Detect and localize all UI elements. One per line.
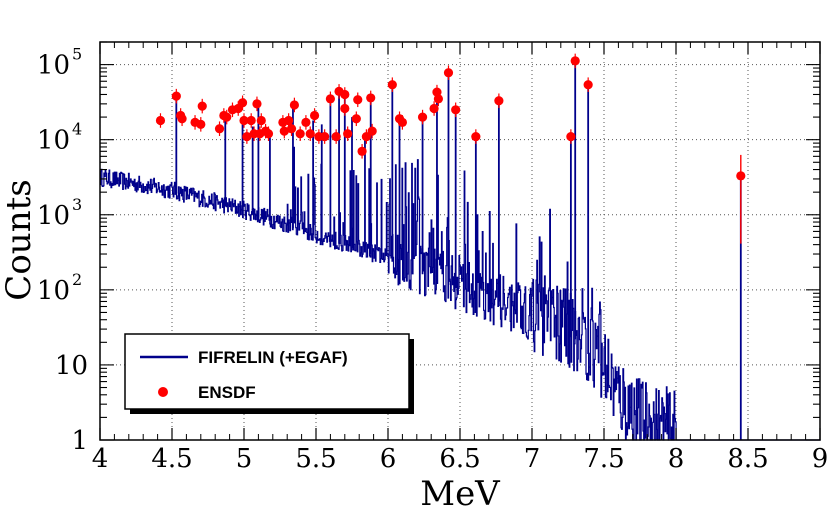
legend-ensdf-marker bbox=[158, 387, 168, 397]
ensdf-point bbox=[570, 56, 580, 66]
grid bbox=[100, 42, 820, 440]
ensdf-point bbox=[289, 100, 299, 110]
y-tick-label: 10 bbox=[37, 126, 70, 156]
ensdf-point bbox=[295, 129, 305, 139]
x-axis-title: MeV bbox=[420, 474, 501, 514]
ensdf-point bbox=[325, 94, 335, 104]
fifrelin-histogram bbox=[100, 60, 821, 441]
x-tick-label: 4 bbox=[92, 444, 109, 474]
x-tick-label: 7.5 bbox=[583, 444, 624, 474]
ensdf-point bbox=[736, 171, 746, 181]
ensdf-point bbox=[279, 126, 289, 136]
ensdf-point bbox=[171, 91, 181, 101]
ensdf-point bbox=[343, 129, 353, 139]
y-tick-label: 10 bbox=[37, 276, 70, 306]
ensdf-point bbox=[222, 112, 232, 122]
x-tick-label: 8.5 bbox=[727, 444, 768, 474]
ensdf-point bbox=[237, 98, 248, 108]
ensdf-point bbox=[309, 110, 320, 121]
legend-fifrelin-label: FIFRELIN (+EGAF) bbox=[198, 348, 348, 367]
ensdf-point bbox=[263, 129, 274, 139]
legend-ensdf-label: ENSDF bbox=[198, 383, 256, 402]
ensdf-point bbox=[366, 93, 376, 103]
y-tick-exponent: 3 bbox=[72, 195, 82, 214]
ensdf-point bbox=[387, 80, 397, 90]
y-tick-exponent: 5 bbox=[72, 45, 82, 64]
ensdf-point bbox=[305, 129, 315, 139]
ensdf-point bbox=[443, 68, 454, 78]
ensdf-point bbox=[246, 115, 256, 126]
y-tick-label: 1 bbox=[71, 426, 88, 456]
ensdf-point bbox=[301, 117, 311, 127]
ensdf-point bbox=[320, 131, 330, 142]
x-tick-label: 6 bbox=[380, 444, 397, 474]
ensdf-point bbox=[242, 131, 252, 142]
ensdf-point bbox=[286, 124, 297, 134]
x-tick-label: 6.5 bbox=[439, 444, 480, 474]
ensdf-point bbox=[494, 96, 504, 106]
axis-ticks bbox=[99, 41, 821, 441]
ensdf-point bbox=[583, 80, 593, 90]
ensdf-point bbox=[340, 89, 350, 100]
y-axis-title: Counts bbox=[0, 179, 39, 300]
y-tick-label: 10 bbox=[55, 351, 88, 381]
ensdf-point bbox=[353, 95, 363, 105]
ensdf-point bbox=[239, 115, 249, 126]
x-tick-label: 7 bbox=[524, 444, 541, 474]
ensdf-point bbox=[357, 146, 367, 156]
ensdf-point bbox=[367, 126, 377, 136]
ensdf-point bbox=[214, 124, 225, 134]
y-tick-label: 10 bbox=[37, 51, 70, 81]
x-tick-label: 8 bbox=[668, 444, 685, 474]
ensdf-point bbox=[433, 94, 443, 104]
legend: FIFRELIN (+EGAF) ENSDF bbox=[124, 333, 414, 414]
x-tick-label: 9 bbox=[812, 444, 829, 474]
y-tick-exponent: 4 bbox=[72, 120, 82, 139]
ensdf-point bbox=[451, 105, 461, 115]
ensdf-point bbox=[256, 115, 266, 126]
ensdf-point bbox=[331, 131, 341, 142]
ensdf-point bbox=[155, 115, 166, 126]
ensdf-point bbox=[397, 117, 407, 127]
ensdf-point bbox=[197, 101, 207, 111]
ensdf-point bbox=[566, 131, 576, 142]
ensdf-point bbox=[417, 112, 428, 122]
x-tick-label: 5.5 bbox=[295, 444, 336, 474]
legend-box bbox=[124, 333, 410, 410]
x-tick-label: 4.5 bbox=[151, 444, 192, 474]
ensdf-point bbox=[340, 103, 350, 114]
x-tick-labels: 4 4.5 5 5.5 6 6.5 7 7.5 8 8.5 9 bbox=[92, 444, 829, 474]
ensdf-point bbox=[471, 131, 481, 142]
ensdf-point bbox=[177, 114, 187, 124]
x-tick-label: 5 bbox=[236, 444, 253, 474]
ensdf-point bbox=[429, 103, 439, 114]
ensdf-markers bbox=[155, 53, 746, 244]
y-tick-exponent: 2 bbox=[72, 270, 82, 289]
ensdf-point bbox=[252, 99, 262, 109]
ensdf-point bbox=[361, 131, 371, 142]
ensdf-point bbox=[196, 119, 206, 129]
y-tick-label: 10 bbox=[37, 201, 70, 231]
ensdf-point bbox=[351, 114, 361, 124]
